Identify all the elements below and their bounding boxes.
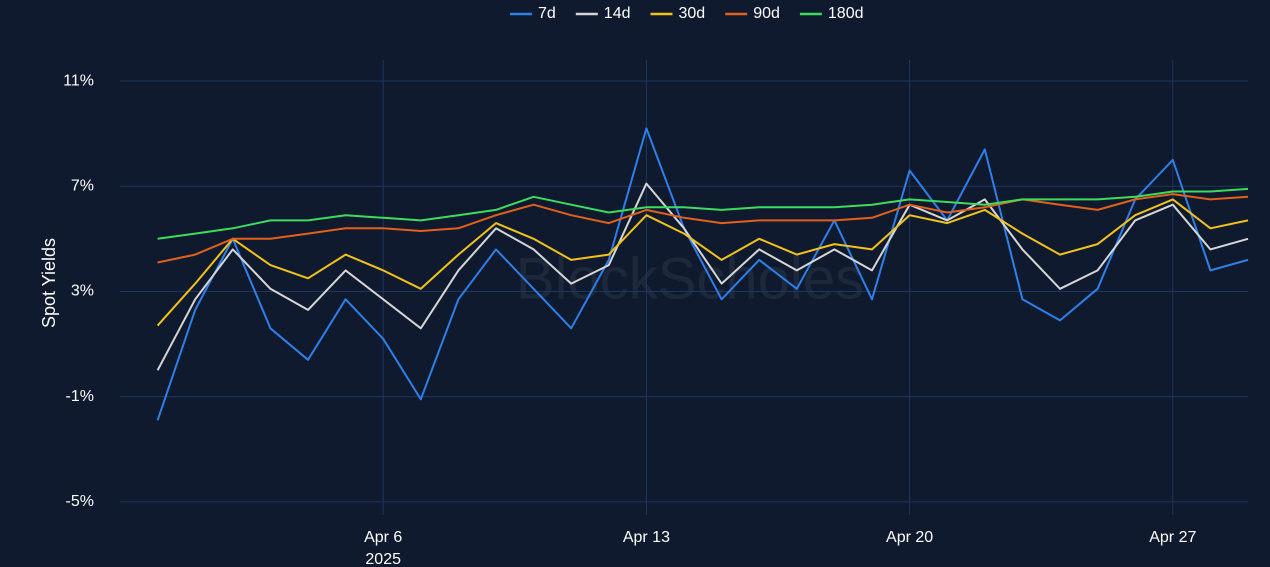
legend-label: 30d — [679, 5, 706, 22]
watermark: BlockScholes — [516, 246, 864, 311]
series-line — [157, 193, 1249, 264]
series-line — [156, 198, 1249, 327]
series-line — [156, 182, 1249, 371]
y-tick-label: 3% — [71, 283, 94, 300]
y-tick-label: 11% — [63, 72, 94, 89]
x-tick-label: Apr 27 — [1149, 529, 1196, 546]
x-tick-label: Apr 6 — [364, 529, 402, 546]
y-tick-label: -5% — [66, 493, 94, 510]
y-tick-label: 7% — [71, 177, 94, 194]
legend-label: 90d — [753, 5, 780, 22]
x-tick-label: Apr 13 — [623, 529, 670, 546]
y-axis-label: Spot Yields — [39, 238, 59, 328]
legend-label: 180d — [828, 5, 864, 22]
x-year-label: 2025 — [365, 551, 401, 567]
legend-label: 14d — [604, 5, 631, 22]
legend-label: 7d — [538, 5, 556, 22]
x-tick-label: Apr 20 — [886, 529, 933, 546]
y-tick-label: -1% — [66, 388, 94, 405]
series-line — [156, 127, 1249, 421]
series-line — [157, 187, 1249, 240]
